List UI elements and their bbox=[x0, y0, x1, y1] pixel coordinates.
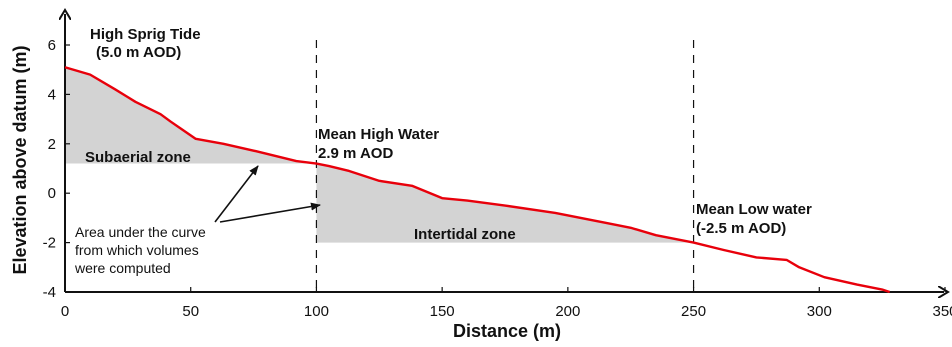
mean-low-water-label: Mean Low water bbox=[696, 201, 812, 218]
high-spring-tide-label: High Sprig Tide bbox=[90, 26, 201, 43]
x-axis-title: Distance (m) bbox=[453, 321, 561, 341]
area-note-line-1: Area under the curve bbox=[75, 224, 206, 240]
high-spring-tide-value: (5.0 m AOD) bbox=[96, 44, 181, 61]
x-tick-label: 50 bbox=[182, 303, 199, 320]
intertidal-zone-label: Intertidal zone bbox=[414, 226, 516, 243]
subaerial-zone-area bbox=[65, 67, 317, 164]
x-tick-label: 200 bbox=[555, 303, 580, 320]
subaerial-zone-label: Subaerial zone bbox=[85, 149, 191, 166]
y-tick-label: -2 bbox=[43, 235, 56, 252]
mean-high-water-value: 2.9 m AOD bbox=[318, 145, 393, 162]
y-tick-label: 2 bbox=[48, 136, 56, 153]
elevation-profile-line bbox=[64, 66, 891, 294]
mean-high-water-label: Mean High Water bbox=[318, 126, 439, 143]
area-note-line-3: were computed bbox=[74, 260, 171, 276]
x-tick-label: 350 bbox=[932, 303, 952, 320]
y-tick-label: -4 bbox=[43, 284, 56, 301]
callout-arrow-subaerial bbox=[214, 165, 259, 223]
y-tick-label: 0 bbox=[48, 185, 56, 202]
callout-arrow-intertidal bbox=[219, 202, 321, 223]
x-tick-label: 150 bbox=[430, 303, 455, 320]
x-tick-label: 300 bbox=[807, 303, 832, 320]
intertidal-zone-area bbox=[316, 163, 694, 243]
y-tick-label: 4 bbox=[48, 86, 56, 103]
x-tick-label: 250 bbox=[681, 303, 706, 320]
x-tick-label: 0 bbox=[61, 303, 69, 320]
mean-low-water-value: (-2.5 m AOD) bbox=[696, 220, 786, 237]
y-tick-label: 6 bbox=[48, 37, 56, 54]
x-tick-label: 100 bbox=[304, 303, 329, 320]
y-axis-title: Elevation above datum (m) bbox=[10, 45, 30, 274]
area-note-line-2: from which volumes bbox=[75, 242, 199, 258]
